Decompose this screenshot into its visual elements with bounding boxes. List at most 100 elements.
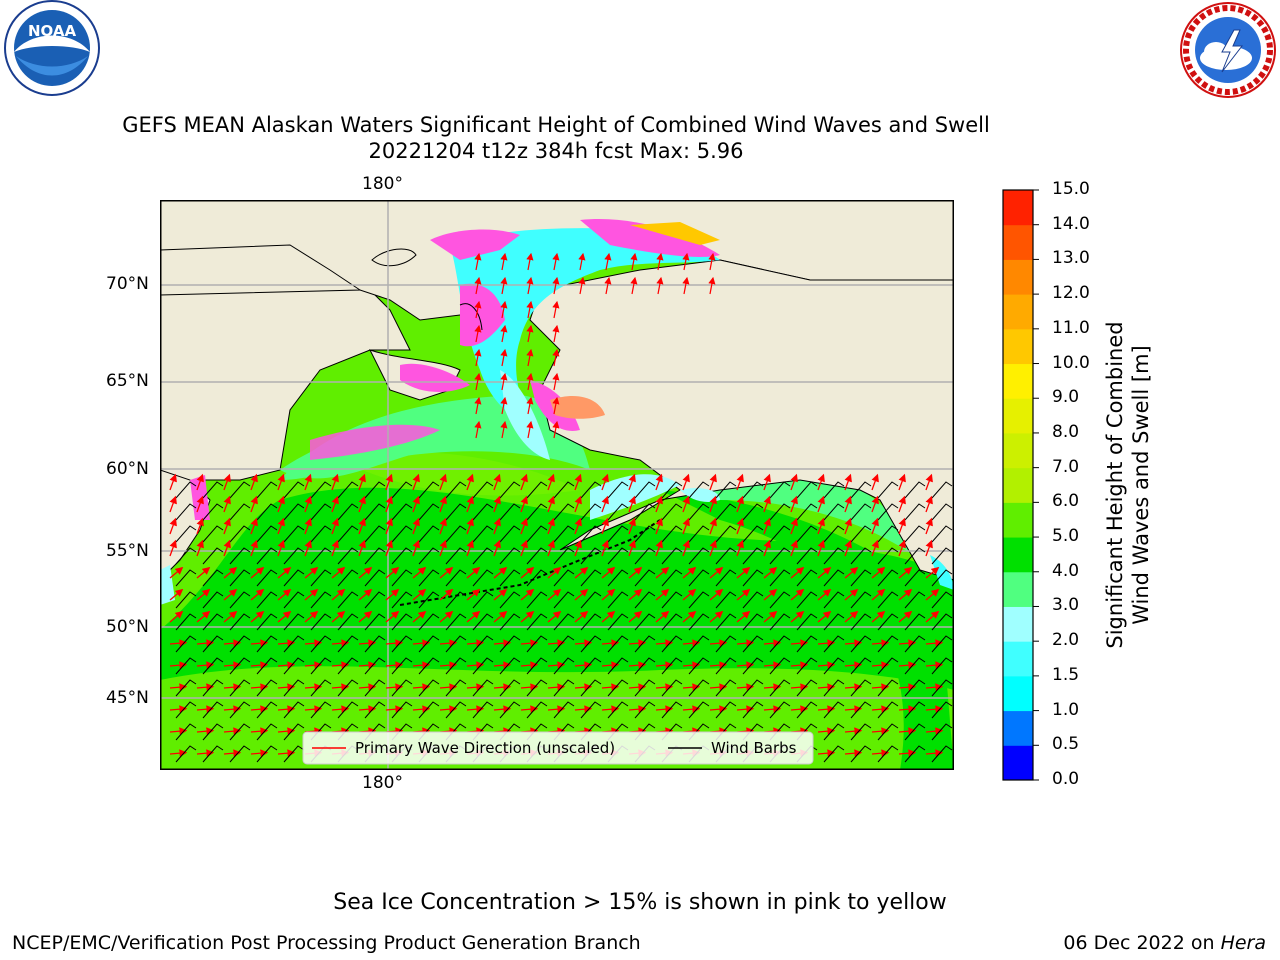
wind-barb	[202, 547, 224, 565]
wind-barb	[904, 547, 926, 565]
wave-direction-arrow	[552, 276, 560, 295]
wave-direction-arrow	[385, 661, 404, 670]
colorbar-segment	[1003, 675, 1033, 712]
wave-direction-arrow	[196, 705, 215, 714]
wind-barb	[823, 591, 845, 609]
wave-direction-arrow	[736, 683, 755, 692]
wind-barb	[634, 569, 656, 587]
wind-barb	[607, 657, 629, 675]
wave-direction-arrow	[385, 610, 400, 623]
wave-direction-arrow	[526, 372, 534, 391]
wind-barb	[256, 745, 278, 763]
wind-barb	[580, 547, 602, 565]
wind-barb	[499, 613, 521, 631]
wind-barb	[202, 481, 224, 499]
wind-barb	[823, 547, 845, 565]
wave-direction-arrow	[817, 566, 832, 579]
wind-barb	[715, 701, 737, 719]
wind-barb	[283, 547, 305, 565]
wave-direction-arrow	[655, 495, 663, 513]
wave-direction-arrow	[223, 705, 242, 714]
lat-label-60: 60°N	[106, 459, 149, 479]
wave-direction-arrow	[925, 566, 940, 579]
wave-direction-arrow	[925, 639, 944, 648]
wave-direction-arrow	[708, 276, 716, 295]
wave-direction-arrow	[223, 588, 238, 601]
wind-barb	[175, 723, 197, 741]
wave-direction-arrow	[304, 588, 319, 601]
wind-barb	[202, 591, 224, 609]
wind-barb	[607, 547, 629, 565]
wind-barb	[256, 657, 278, 675]
wind-barb	[688, 503, 710, 521]
colorbar-tick-label: 9.0	[1052, 387, 1080, 408]
wind-barb	[796, 569, 818, 587]
wind-barb	[229, 547, 251, 565]
wave-direction-arrow	[682, 539, 690, 557]
wave-direction-arrow	[871, 661, 890, 670]
wind-barb	[769, 525, 791, 543]
wind-barb	[634, 503, 656, 521]
wind-barb	[904, 635, 926, 653]
wind-barb	[499, 701, 521, 719]
wave-direction-arrow	[196, 473, 204, 491]
wave-direction-arrow	[331, 517, 339, 535]
wave-direction-arrow	[925, 727, 944, 736]
wind-barb	[715, 525, 737, 543]
wind-barb	[580, 591, 602, 609]
wave-direction-arrow	[331, 588, 346, 601]
wave-direction-arrow	[358, 610, 373, 623]
wind-barb	[175, 569, 197, 587]
wind-barb	[688, 701, 710, 719]
wind-barb	[715, 613, 737, 631]
wind-barb	[202, 701, 224, 719]
noaa-logo-text: NOAA	[28, 22, 77, 40]
wave-direction-arrow	[466, 683, 485, 692]
colorbar-segment	[1003, 641, 1033, 677]
wind-barb	[823, 657, 845, 675]
wave-direction-arrow	[898, 473, 906, 491]
wave-direction-arrow	[169, 539, 177, 557]
wind-barb	[742, 679, 764, 697]
wind-barb	[337, 503, 359, 521]
wind-barb	[364, 635, 386, 653]
wind-barb	[796, 525, 818, 543]
wind-barb	[391, 547, 413, 565]
wave-direction-arrow	[493, 639, 512, 648]
wind-barb	[310, 701, 332, 719]
wave-direction-arrow	[844, 539, 852, 557]
wind-barb	[283, 745, 305, 763]
wind-barb	[391, 591, 413, 609]
wind-barb	[688, 679, 710, 697]
wind-barb	[877, 481, 899, 499]
wind-barb	[283, 525, 305, 543]
wind-barb	[661, 569, 683, 587]
wind-barb	[877, 547, 899, 565]
wind-barb	[661, 503, 683, 521]
wind-barb	[418, 635, 440, 653]
wave-direction-arrow	[601, 705, 620, 714]
wind-barb	[175, 525, 197, 543]
wind-barb	[526, 679, 548, 697]
wind-barb	[580, 635, 602, 653]
wave-direction-arrow	[574, 610, 589, 623]
wave-direction-arrow	[655, 473, 663, 491]
wave-direction-arrow	[358, 473, 366, 491]
wave-direction-arrow	[604, 276, 612, 295]
wind-barb	[877, 613, 899, 631]
wave-direction-arrow	[763, 610, 778, 623]
wave-direction-arrow	[871, 749, 890, 758]
wind-barb	[553, 657, 575, 675]
wave-direction-arrow	[223, 683, 242, 692]
colorbar-tick-label: 5.0	[1052, 526, 1080, 547]
wind-barb	[256, 591, 278, 609]
wave-direction-arrow	[439, 705, 458, 714]
wind-barb	[337, 481, 359, 499]
wave-direction-arrow	[412, 566, 427, 579]
wave-direction-arrow	[304, 661, 323, 670]
wave-direction-arrow	[547, 610, 562, 623]
wave-direction-arrow	[331, 705, 350, 714]
wind-barb	[904, 481, 926, 499]
wind-barb	[769, 679, 791, 697]
wind-barb	[661, 635, 683, 653]
